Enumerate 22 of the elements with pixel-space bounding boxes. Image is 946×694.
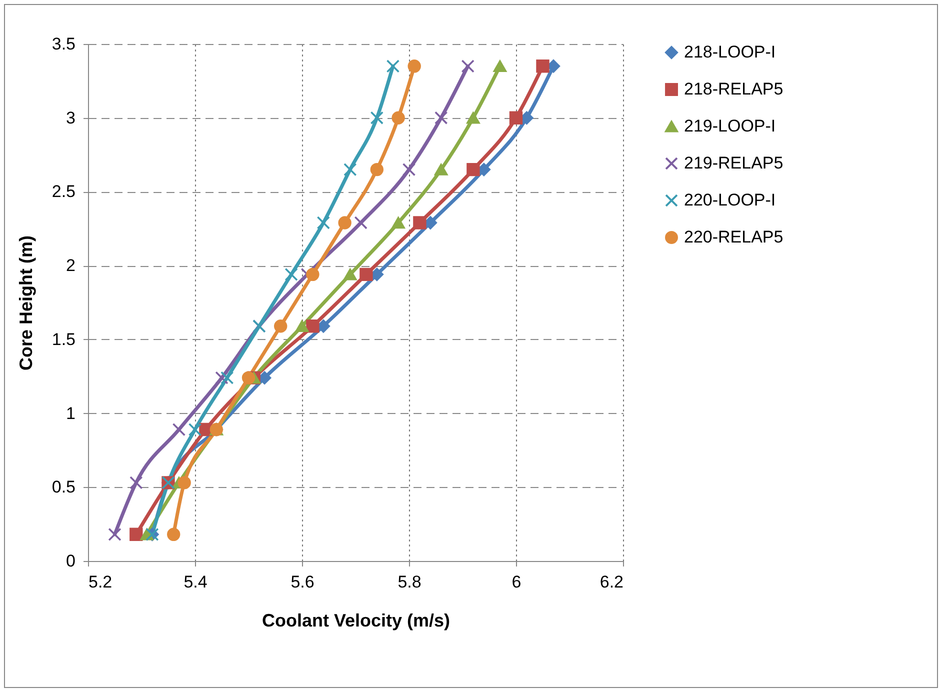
legend-label: 218-RELAP5	[684, 80, 784, 98]
x-axis-title: Coolant Velocity (m/s)	[262, 610, 450, 630]
y-tick-label: 0.5	[52, 478, 76, 497]
y-tick-label: 1.5	[52, 330, 76, 349]
legend-label: 219-LOOP-I	[684, 116, 776, 136]
x-tick-label: 6.2	[600, 572, 624, 592]
y-tick-label: 1	[66, 404, 76, 423]
x-tick-label: 5.2	[88, 572, 112, 592]
legend-label: 220-LOOP-I	[684, 190, 776, 210]
x-tick-label: 6	[512, 572, 522, 592]
legend-label: 218-LOOP-I	[684, 42, 776, 62]
x-tick-label: 5.4	[184, 572, 208, 592]
y-tick-label: 3.5	[52, 34, 76, 54]
y-tick-label: 2.5	[52, 182, 76, 202]
y-axis-title: Core Height (m)	[16, 235, 36, 370]
y-tick-label: 2	[66, 256, 76, 276]
y-tick-label: 3	[66, 108, 76, 128]
x-tick-label: 5.8	[398, 572, 422, 592]
y-tick-label: 0	[66, 552, 76, 570]
x-tick-label: 5.6	[290, 572, 314, 592]
legend-label: 220-RELAP5	[684, 228, 784, 246]
legend-label: 219-RELAP5	[684, 154, 784, 172]
